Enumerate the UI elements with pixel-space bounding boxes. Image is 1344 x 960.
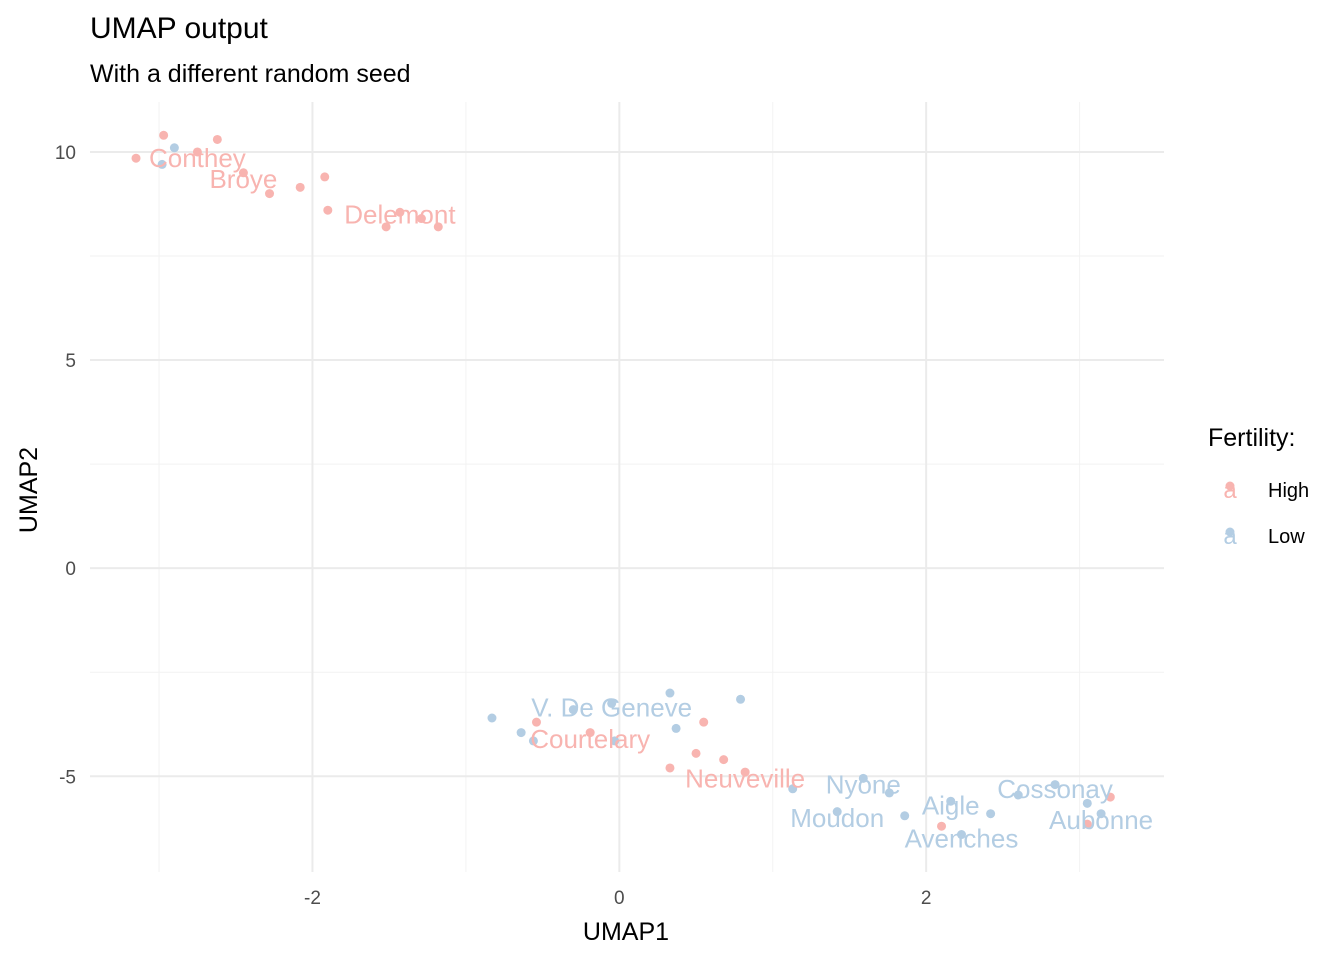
data-point-low <box>157 159 167 169</box>
data-point-low <box>671 723 681 733</box>
data-point-low <box>568 705 578 715</box>
data-point-high <box>699 717 709 727</box>
legend-label-high: High <box>1268 480 1309 502</box>
data-point-high <box>665 763 675 773</box>
data-point-high <box>238 168 248 178</box>
data-point-high <box>585 728 595 738</box>
data-point-low <box>986 809 996 819</box>
data-point-high <box>381 222 391 232</box>
x-tick-label: 2 <box>921 888 932 909</box>
point-label: Aubonne <box>1049 805 1153 835</box>
data-point-high <box>192 147 202 157</box>
data-point-high <box>937 821 947 831</box>
data-point-high <box>1105 792 1115 802</box>
data-point-high <box>295 182 305 192</box>
data-point-low <box>788 784 798 794</box>
data-point-high <box>691 748 701 758</box>
data-point-high <box>395 207 405 217</box>
data-point-low <box>607 698 617 708</box>
x-tick-label: -2 <box>304 888 321 909</box>
data-point-low <box>610 736 620 746</box>
data-point-low <box>1050 780 1060 790</box>
legend-title: Fertility: <box>1208 424 1296 452</box>
data-point-high <box>740 767 750 777</box>
data-point-high <box>320 172 330 182</box>
point-label: Moudon <box>790 803 884 833</box>
y-tick-label: 5 <box>65 351 76 372</box>
y-axis-ticks: -5 0 5 10 <box>55 143 76 788</box>
data-point-low <box>528 736 538 746</box>
data-point-high <box>531 717 541 727</box>
data-point-high <box>323 205 333 215</box>
legend-key-glyph: a <box>1223 523 1237 550</box>
data-point-low <box>516 728 526 738</box>
data-point-high <box>131 153 141 163</box>
point-label: V. De Geneve <box>531 693 692 723</box>
point-label: Avenches <box>905 824 1019 854</box>
data-point-low <box>832 807 842 817</box>
data-point-high <box>719 755 729 765</box>
data-point-low <box>736 694 746 704</box>
point-label: Nyone <box>826 770 901 800</box>
data-point-low <box>1096 809 1106 819</box>
x-axis-title: UMAP1 <box>583 918 669 946</box>
y-tick-label: 0 <box>65 559 76 580</box>
data-point-low <box>956 830 966 840</box>
x-axis-ticks: -2 0 2 <box>304 888 931 909</box>
data-point-high <box>1082 819 1092 829</box>
point-label: Courtelary <box>530 724 650 754</box>
data-point-low <box>900 811 910 821</box>
y-tick-label: -5 <box>59 767 76 788</box>
legend: Fertility: a High a Low <box>1208 424 1309 550</box>
point-label: Cossonay <box>997 774 1113 804</box>
data-point-low <box>169 143 179 153</box>
data-point-low <box>487 713 497 723</box>
data-point-high <box>265 189 275 199</box>
data-point-low <box>1013 790 1023 800</box>
legend-key-point <box>1225 481 1235 491</box>
data-point-high <box>159 130 169 140</box>
point-label: Delemont <box>344 199 456 229</box>
x-tick-label: 0 <box>614 888 625 909</box>
data-point-high <box>416 214 426 224</box>
data-point-low <box>1082 798 1092 808</box>
point-label: Neuveville <box>685 763 805 793</box>
grid <box>90 102 1164 872</box>
legend-key-point <box>1225 527 1235 537</box>
legend-key-glyph: a <box>1223 477 1237 504</box>
chart-title: UMAP output <box>90 12 268 45</box>
data-point-high <box>433 222 443 232</box>
y-axis-title: UMAP2 <box>15 447 43 533</box>
chart-subtitle: With a different random seed <box>90 60 411 88</box>
data-point-low <box>858 773 868 783</box>
legend-label-low: Low <box>1268 526 1305 548</box>
data-point-low <box>665 688 675 698</box>
point-label: Aigle <box>922 790 980 820</box>
points <box>131 130 1115 840</box>
point-label: Broye <box>209 164 277 194</box>
data-point-high <box>212 134 222 144</box>
y-tick-label: 10 <box>55 143 76 164</box>
data-point-low <box>946 796 956 806</box>
point-label: Conthey <box>149 143 246 173</box>
data-point-low <box>884 788 894 798</box>
